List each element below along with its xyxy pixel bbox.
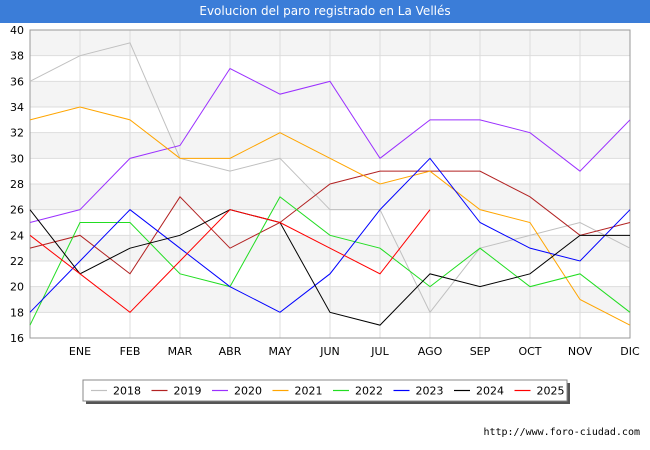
- x-tick-label: ABR: [219, 345, 242, 358]
- x-tick-label: JUL: [370, 345, 389, 358]
- legend-label: 2024: [476, 385, 504, 398]
- plot-frame: [29, 29, 631, 339]
- x-tick-label: DIC: [620, 345, 640, 358]
- legend-label: 2025: [537, 385, 565, 398]
- x-tick-label: ENE: [69, 345, 91, 358]
- x-tick-label: MAR: [168, 345, 193, 358]
- legend-label: 2018: [113, 385, 141, 398]
- series-line-2022: [29, 196, 631, 326]
- series-line-2025: [29, 209, 431, 314]
- y-tick-label: 34: [10, 101, 24, 114]
- y-tick-label: 26: [10, 204, 24, 217]
- series-line-2024: [29, 209, 630, 326]
- series-line-2021: [29, 106, 631, 326]
- legend-label: 2023: [416, 385, 444, 398]
- legend-label: 2020: [234, 385, 262, 398]
- x-tick-label: JUN: [319, 345, 340, 358]
- x-tick-label: FEB: [120, 345, 141, 358]
- legend-box: [82, 379, 568, 402]
- legend-label: 2019: [174, 385, 202, 398]
- y-tick-label: 32: [10, 127, 24, 140]
- series-line-2018: [29, 42, 631, 314]
- series-line-2023: [29, 157, 631, 313]
- x-tick-label: SEP: [470, 345, 491, 358]
- y-tick-label: 36: [10, 75, 24, 88]
- legend-label: 2022: [355, 385, 383, 398]
- chart-title: Evolucion del paro registrado en La Vell…: [0, 0, 650, 23]
- y-tick-label: 28: [10, 178, 24, 191]
- y-tick-label: 20: [10, 281, 24, 294]
- y-tick-label: 22: [10, 255, 24, 268]
- y-tick-label: 24: [10, 229, 24, 242]
- y-tick-label: 18: [10, 306, 24, 319]
- x-tick-label: NOV: [568, 345, 593, 358]
- x-tick-label: MAY: [269, 345, 292, 358]
- y-tick-label: 30: [10, 152, 24, 165]
- y-tick-label: 16: [10, 332, 24, 345]
- legend-label: 2021: [295, 385, 323, 398]
- series-line-2019: [29, 170, 631, 275]
- x-tick-label: AGO: [418, 345, 443, 358]
- source-url[interactable]: http://www.foro-ciudad.com: [483, 427, 640, 438]
- x-tick-label: OCT: [518, 345, 541, 358]
- y-tick-label: 40: [10, 24, 24, 37]
- y-tick-label: 38: [10, 50, 24, 63]
- series-line-2020: [29, 67, 631, 223]
